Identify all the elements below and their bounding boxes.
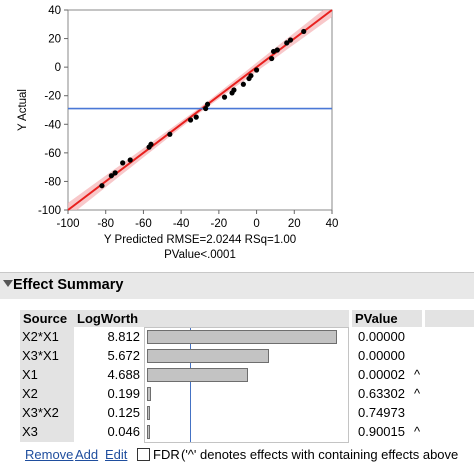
logworth-cell: 4.688	[107, 367, 140, 382]
source-cell: X3	[22, 424, 38, 439]
source-cell: X1	[22, 367, 38, 382]
data-point[interactable]	[274, 47, 280, 53]
logworth-bar	[147, 406, 150, 420]
x-tick-label: -60	[135, 218, 152, 230]
y-tick-label: -40	[44, 119, 61, 131]
table-row[interactable]: X3*X2 0.125 0.74973	[20, 403, 474, 422]
data-point[interactable]	[301, 28, 307, 35]
data-point[interactable]	[231, 87, 237, 93]
x-tick-label: 0	[253, 218, 259, 230]
data-point[interactable]	[203, 105, 209, 112]
data-point[interactable]	[269, 55, 275, 62]
section-title: Effect Summary	[13, 277, 124, 293]
logworth-cell: 0.199	[107, 386, 140, 401]
caret-marker: ^	[414, 424, 421, 439]
logworth-bar	[147, 425, 150, 439]
data-point[interactable]	[187, 117, 194, 123]
logworth-cell: 0.125	[107, 405, 140, 420]
table-row[interactable]: X2*X1 8.812 0.00000	[20, 327, 474, 346]
fdr-checkbox[interactable]	[137, 448, 150, 461]
data-point[interactable]	[148, 141, 154, 147]
caret-note: ('^' denotes effects with containing eff…	[181, 447, 459, 462]
logworth-bar-area	[144, 327, 349, 443]
header-source[interactable]: Source	[20, 310, 74, 327]
x-axis-label: Y Predicted RMSE=2.0244 RSq=1.00	[104, 234, 296, 246]
x-axis-sublabel: PValue<.0001	[164, 249, 236, 261]
x-tick-label: -80	[97, 218, 114, 230]
y-tick-label: -100	[38, 205, 61, 217]
data-point[interactable]	[221, 94, 228, 100]
data-point[interactable]	[99, 183, 105, 189]
data-point[interactable]	[127, 157, 133, 163]
disclosure-triangle-icon[interactable]	[3, 280, 13, 287]
y-tick-label: -60	[44, 148, 61, 160]
y-tick-label: 20	[48, 34, 61, 46]
header-spacer	[425, 310, 474, 327]
x-tick-label: 20	[288, 218, 301, 230]
pvalue-cell: 0.74973	[358, 405, 405, 420]
data-point[interactable]	[120, 160, 126, 166]
logworth-cell: 0.046	[107, 424, 140, 439]
data-point[interactable]	[167, 131, 173, 137]
logworth-bar	[147, 387, 152, 401]
table-row[interactable]: X3 0.046 0.90015 ^	[20, 422, 474, 441]
logworth-bar	[147, 349, 270, 363]
data-point[interactable]	[193, 114, 199, 120]
header-pvalue[interactable]: PValue	[352, 310, 422, 327]
data-point[interactable]	[253, 67, 260, 73]
data-point[interactable]	[287, 37, 294, 43]
source-cell: X2*X1	[22, 329, 59, 344]
edit-link[interactable]: Edit	[105, 447, 128, 462]
pvalue-cell: 0.90015	[358, 424, 405, 439]
logworth-cell: 8.812	[107, 329, 140, 344]
footer-bar: Remove Add Edit FDR ('^' denotes effects…	[0, 444, 474, 467]
table-row[interactable]: X3*X1 5.672 0.00000	[20, 346, 474, 365]
actual-by-predicted-plot: -100 -80 -60 -40 -20 0 20 40 40 20 0 -20 -40 -60 -80 -1…	[17, 5, 339, 261]
data-point[interactable]	[204, 101, 211, 107]
pvalue-cell: 0.00002	[358, 367, 405, 382]
y-tick-label: 0	[55, 62, 61, 74]
pvalue-cell: 0.00000	[358, 329, 405, 344]
table-row[interactable]: X1 4.688 0.00002 ^	[20, 365, 474, 384]
header-logworth[interactable]: LogWorth	[74, 310, 144, 327]
caret-marker: ^	[414, 386, 421, 401]
source-cell: X3*X2	[22, 405, 59, 420]
logworth-bar	[147, 330, 337, 344]
effect-summary-table: Source LogWorth PValue X2*X1 8.812 0.00000…	[20, 310, 474, 443]
x-tick-label: -20	[211, 218, 228, 230]
pvalue-cell: 0.00000	[358, 348, 405, 363]
x-tick-label: -40	[173, 218, 190, 230]
source-column-bg	[20, 327, 74, 442]
logworth-cell: 5.672	[107, 348, 140, 363]
source-cell: X3*X1	[22, 348, 59, 363]
caret-marker: ^	[414, 367, 421, 382]
fdr-label: FDR	[153, 447, 180, 462]
data-point[interactable]	[248, 73, 254, 79]
source-cell: X2	[22, 386, 38, 401]
data-point[interactable]	[284, 40, 290, 46]
effect-summary-header[interactable]: Effect Summary	[0, 272, 474, 299]
x-tick-label: 40	[326, 218, 339, 230]
y-tick-label: 40	[48, 5, 61, 17]
x-tick-label: -100	[56, 218, 79, 230]
logworth-bar	[147, 368, 248, 382]
y-axis-label: Y Actual	[17, 89, 29, 131]
header-bar-column	[144, 310, 349, 327]
data-point[interactable]	[112, 170, 118, 176]
data-point[interactable]	[240, 81, 246, 87]
pvalue-cell: 0.63302	[358, 386, 405, 401]
table-row[interactable]: X2 0.199 0.63302 ^	[20, 384, 474, 403]
reference-line	[190, 328, 192, 442]
add-link[interactable]: Add	[75, 447, 99, 462]
data-point[interactable]	[108, 173, 114, 179]
y-tick-label: -20	[44, 91, 61, 103]
y-tick-label: -80	[44, 176, 61, 188]
remove-link[interactable]: Remove	[25, 447, 74, 462]
